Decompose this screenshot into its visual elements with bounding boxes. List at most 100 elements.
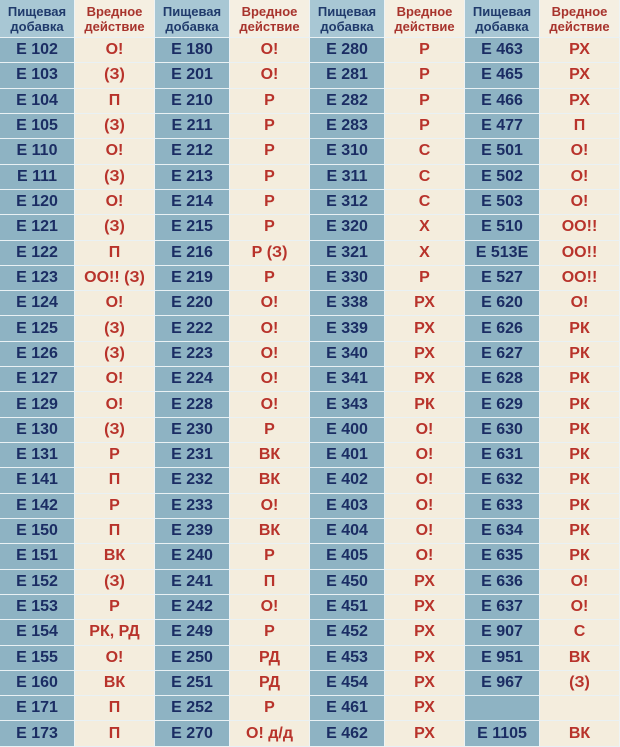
harmful-effect: Р — [230, 265, 310, 292]
additive-code: E 339 — [310, 316, 385, 342]
harmful-effect: (З) — [75, 316, 155, 342]
header-harmful-effect: Вредное действие — [540, 0, 620, 38]
harmful-effect: Р — [230, 189, 310, 216]
additive-code: E 629 — [465, 392, 540, 418]
harmful-effect: ВК — [230, 468, 310, 494]
additive-code: E 330 — [310, 265, 385, 292]
harmful-effect: П — [75, 468, 155, 494]
harmful-effect: О! — [540, 164, 620, 190]
additive-code: E 240 — [155, 544, 230, 570]
harmful-effect: О! — [75, 392, 155, 418]
harmful-effect: Р — [230, 88, 310, 114]
harmful-effect: ОО!! (З) — [75, 265, 155, 292]
harmful-effect: Р — [230, 696, 310, 722]
additive-code: E 270 — [155, 721, 230, 747]
additive-code: E 283 — [310, 113, 385, 140]
additive-code: E 513E — [465, 240, 540, 266]
harmful-effect: С — [385, 164, 465, 190]
additive-code: E 320 — [310, 215, 385, 241]
harmful-effect: РК — [540, 417, 620, 443]
harmful-effect: РХ — [385, 594, 465, 621]
additive-code: E 131 — [0, 443, 75, 469]
additive-code: E 151 — [0, 544, 75, 570]
harmful-effect: О! — [230, 63, 310, 89]
harmful-effect: С — [385, 189, 465, 216]
harmful-effect: О! — [540, 139, 620, 165]
harmful-effect: РК — [540, 367, 620, 393]
additive-code: E 141 — [0, 468, 75, 494]
harmful-effect: О! — [230, 367, 310, 393]
harmful-effect: О! — [230, 493, 310, 519]
additive-code: E 129 — [0, 392, 75, 418]
additive-code: E 627 — [465, 341, 540, 368]
harmful-effect: О! — [385, 417, 465, 443]
harmful-effect: О! — [230, 316, 310, 342]
harmful-effect: О! — [540, 569, 620, 595]
additive-code: E 201 — [155, 63, 230, 89]
harmful-effect: П — [75, 696, 155, 722]
additive-code: E 951 — [465, 645, 540, 671]
harmful-effect: РК — [540, 493, 620, 519]
harmful-effect: П — [75, 518, 155, 545]
harmful-effect: Р — [385, 113, 465, 140]
harmful-effect: РХ — [385, 569, 465, 595]
additive-code: E 635 — [465, 544, 540, 570]
harmful-effect — [540, 696, 620, 722]
harmful-effect: Х — [385, 215, 465, 241]
additive-code: E 219 — [155, 265, 230, 292]
additive-code: E 251 — [155, 670, 230, 697]
additive-code: E 103 — [0, 63, 75, 89]
additive-code: E 311 — [310, 164, 385, 190]
harmful-effect: РХ — [385, 367, 465, 393]
harmful-effect: РК — [540, 518, 620, 545]
harmful-effect: (З) — [75, 63, 155, 89]
additive-code: E 224 — [155, 367, 230, 393]
harmful-effect: РХ — [385, 316, 465, 342]
harmful-effect: О! — [540, 189, 620, 216]
additive-code: E 312 — [310, 189, 385, 216]
additive-code: E 405 — [310, 544, 385, 570]
additive-code: E 453 — [310, 645, 385, 671]
additive-code: E 631 — [465, 443, 540, 469]
harmful-effect: Р — [230, 544, 310, 570]
harmful-effect: Р — [230, 164, 310, 190]
additive-code: E 210 — [155, 88, 230, 114]
harmful-effect: РХ — [385, 291, 465, 317]
harmful-effect: РХ — [385, 341, 465, 368]
harmful-effect: С — [385, 139, 465, 165]
harmful-effect: О! — [540, 291, 620, 317]
header-harmful-effect: Вредное действие — [75, 0, 155, 38]
harmful-effect: (З) — [75, 341, 155, 368]
additive-code: E 628 — [465, 367, 540, 393]
harmful-effect: РХ — [385, 670, 465, 697]
additive-code: E 126 — [0, 341, 75, 368]
additive-code: E 123 — [0, 265, 75, 292]
harmful-effect: Р — [385, 38, 465, 64]
additive-code: E 510 — [465, 215, 540, 241]
additive-code: E 626 — [465, 316, 540, 342]
harmful-effect: О! — [385, 493, 465, 519]
additive-code: E 125 — [0, 316, 75, 342]
additive-code: E 231 — [155, 443, 230, 469]
additive-code: E 403 — [310, 493, 385, 519]
harmful-effect: ВК — [75, 544, 155, 570]
header-harmful-effect: Вредное действие — [230, 0, 310, 38]
harmful-effect: (З) — [540, 670, 620, 697]
harmful-effect: П — [75, 240, 155, 266]
additive-code: E 233 — [155, 493, 230, 519]
harmful-effect: П — [230, 569, 310, 595]
harmful-effect: РК — [540, 392, 620, 418]
additive-code: E 222 — [155, 316, 230, 342]
additive-code: E 477 — [465, 113, 540, 140]
harmful-effect: ВК — [540, 645, 620, 671]
harmful-effect: (З) — [75, 164, 155, 190]
additive-code: E 340 — [310, 341, 385, 368]
additive-code: E 402 — [310, 468, 385, 494]
additive-code: E 401 — [310, 443, 385, 469]
harmful-effect: РХ — [385, 696, 465, 722]
harmful-effect: О! — [385, 518, 465, 545]
additive-code: E 282 — [310, 88, 385, 114]
additive-code: E 452 — [310, 620, 385, 646]
additive-code: E 150 — [0, 518, 75, 545]
